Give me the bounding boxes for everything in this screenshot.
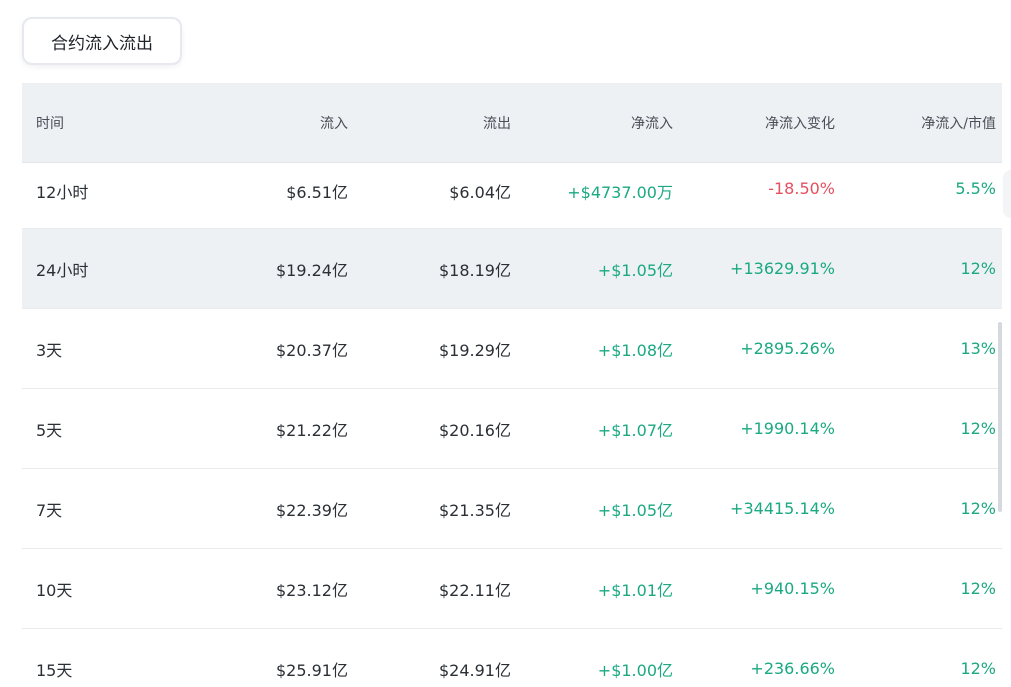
header-net-inflow: 净流入 [631, 115, 673, 132]
header-outflow: 流出 [483, 115, 511, 132]
cell-net-ratio: 13% [960, 339, 996, 358]
cell-net-inflow: +$1.01亿 [597, 580, 673, 600]
cell-inflow: $22.39亿 [276, 500, 348, 520]
header-inflow: 流入 [320, 115, 348, 132]
flow-table: 时间 流入 流出 净流入 净流入变化 净流入/市值 12小时 $6.51亿 $6… [22, 83, 1002, 687]
vertical-scrollbar[interactable] [998, 322, 1002, 512]
cell-inflow: $6.51亿 [286, 183, 348, 202]
cell-time: 5天 [36, 420, 63, 440]
header-time: 时间 [36, 115, 64, 132]
cell-net-change: +1990.14% [740, 419, 835, 438]
cell-net-ratio: 12% [960, 259, 996, 278]
cell-net-inflow: +$1.05亿 [597, 260, 673, 280]
contract-flow-tab[interactable]: 合约流入流出 [22, 17, 182, 65]
cell-net-inflow: +$4737.00万 [567, 183, 673, 202]
cell-net-change: +236.66% [750, 659, 835, 678]
cell-net-inflow: +$1.00亿 [597, 660, 673, 680]
cell-time: 12小时 [36, 183, 89, 202]
header-net-change: 净流入变化 [765, 115, 835, 132]
cell-net-ratio: 12% [960, 659, 996, 678]
cell-net-ratio: 12% [960, 579, 996, 598]
cell-net-inflow: +$1.05亿 [597, 500, 673, 520]
cell-inflow: $20.37亿 [276, 340, 348, 360]
cell-time: 7天 [36, 500, 63, 520]
header-net-ratio: 净流入/市值 [921, 115, 996, 132]
cell-inflow: $21.22亿 [276, 420, 348, 440]
cell-outflow: $18.19亿 [439, 260, 511, 280]
cell-net-change: +13629.91% [730, 259, 835, 278]
cell-inflow: $19.24亿 [276, 260, 348, 280]
table-row[interactable]: 10天 $23.12亿 $22.11亿 +$1.01亿 +940.15% 12% [22, 549, 1002, 629]
cell-time: 10天 [36, 580, 73, 600]
table-row[interactable]: 24小时 $19.24亿 $18.19亿 +$1.05亿 +13629.91% … [22, 229, 1002, 309]
cell-time: 15天 [36, 660, 73, 680]
table-row[interactable]: 3天 $20.37亿 $19.29亿 +$1.08亿 +2895.26% 13% [22, 309, 1002, 389]
cell-outflow: $20.16亿 [439, 420, 511, 440]
cell-time: 3天 [36, 340, 63, 360]
table-row[interactable]: 12小时 $6.51亿 $6.04亿 +$4737.00万 -18.50% 5.… [22, 163, 1002, 229]
cell-outflow: $19.29亿 [439, 340, 511, 360]
table-header: 时间 流入 流出 净流入 净流入变化 净流入/市值 [22, 83, 1002, 163]
cell-outflow: $22.11亿 [439, 580, 511, 600]
cell-net-change: +2895.26% [740, 339, 835, 358]
cell-net-ratio: 5.5% [955, 179, 996, 198]
side-panel-handle[interactable] [1003, 170, 1011, 218]
table-row[interactable]: 15天 $25.91亿 $24.91亿 +$1.00亿 +236.66% 12% [22, 629, 1002, 687]
cell-inflow: $23.12亿 [276, 580, 348, 600]
cell-net-change: +940.15% [750, 579, 835, 598]
cell-net-ratio: 12% [960, 419, 996, 438]
cell-net-change: -18.50% [768, 179, 835, 198]
table-row[interactable]: 5天 $21.22亿 $20.16亿 +$1.07亿 +1990.14% 12% [22, 389, 1002, 469]
table-row[interactable]: 7天 $22.39亿 $21.35亿 +$1.05亿 +34415.14% 12… [22, 469, 1002, 549]
cell-net-change: +34415.14% [730, 499, 835, 518]
cell-net-inflow: +$1.08亿 [597, 340, 673, 360]
cell-time: 24小时 [36, 260, 89, 280]
cell-outflow: $24.91亿 [439, 660, 511, 680]
cell-outflow: $6.04亿 [449, 183, 511, 202]
cell-net-ratio: 12% [960, 499, 996, 518]
cell-net-inflow: +$1.07亿 [597, 420, 673, 440]
cell-outflow: $21.35亿 [439, 500, 511, 520]
cell-inflow: $25.91亿 [276, 660, 348, 680]
